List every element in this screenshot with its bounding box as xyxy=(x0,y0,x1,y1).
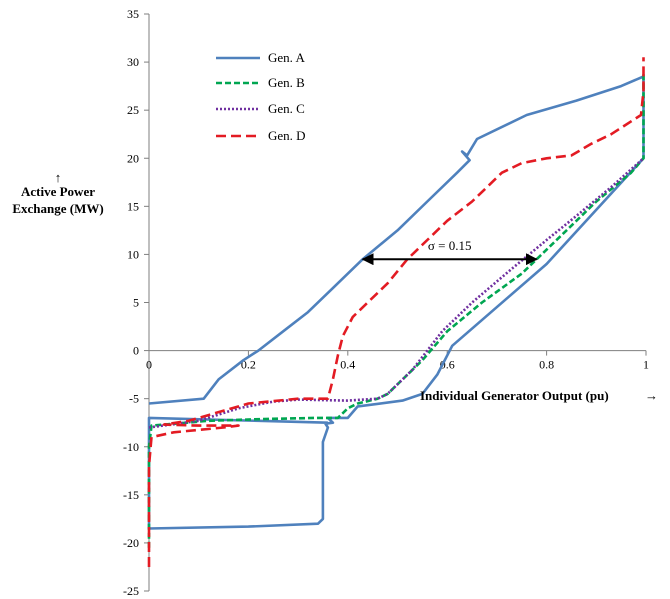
legend-label: Gen. D xyxy=(268,128,306,143)
x-tick-label: 1 xyxy=(643,358,649,372)
series-gen-d xyxy=(147,57,645,567)
y-axis-arrow: ↑ xyxy=(55,170,62,185)
axis-labels: ↑ Active Power Exchange (MW) Individual … xyxy=(12,170,658,403)
x-axis-arrow: → xyxy=(645,388,658,403)
series-layer xyxy=(147,57,645,567)
y-tick-label: 35 xyxy=(127,7,139,21)
series-gen-a xyxy=(147,75,645,530)
y-tick-label: 30 xyxy=(127,55,139,69)
annotation-label: σ = 0.15 xyxy=(428,238,472,253)
legend: Gen. A Gen. B Gen. C Gen. D xyxy=(216,50,306,143)
x-tick-label: 0.2 xyxy=(241,358,256,372)
y-tick-label: 20 xyxy=(127,151,139,165)
annotation-layer: σ = 0.15 xyxy=(361,238,538,266)
y-tick-label: -20 xyxy=(123,536,139,550)
y-axis-label-line1: Active Power xyxy=(21,184,95,199)
series-gen-b xyxy=(147,71,645,548)
y-tick-label: 15 xyxy=(127,199,139,213)
legend-label: Gen. B xyxy=(268,75,305,90)
y-axis-label-line2: Exchange (MW) xyxy=(12,201,103,216)
x-tick-label: 0.4 xyxy=(340,358,355,372)
x-axis-label: Individual Generator Output (pu) xyxy=(420,388,609,403)
y-tick-label: 5 xyxy=(133,296,139,310)
y-tick-label: -10 xyxy=(123,440,139,454)
x-tick-label: 0 xyxy=(146,358,152,372)
y-tick-label: 0 xyxy=(133,344,139,358)
x-tick-label: 0.8 xyxy=(539,358,554,372)
legend-label: Gen. A xyxy=(268,50,305,65)
y-tick-label: 10 xyxy=(127,247,139,261)
y-tick-label: -15 xyxy=(123,488,139,502)
y-tick-label: -5 xyxy=(129,392,139,406)
legend-label: Gen. C xyxy=(268,101,305,116)
y-tick-label: -25 xyxy=(123,584,139,598)
y-tick-label: 25 xyxy=(127,103,139,117)
series-gen-c xyxy=(148,157,645,429)
